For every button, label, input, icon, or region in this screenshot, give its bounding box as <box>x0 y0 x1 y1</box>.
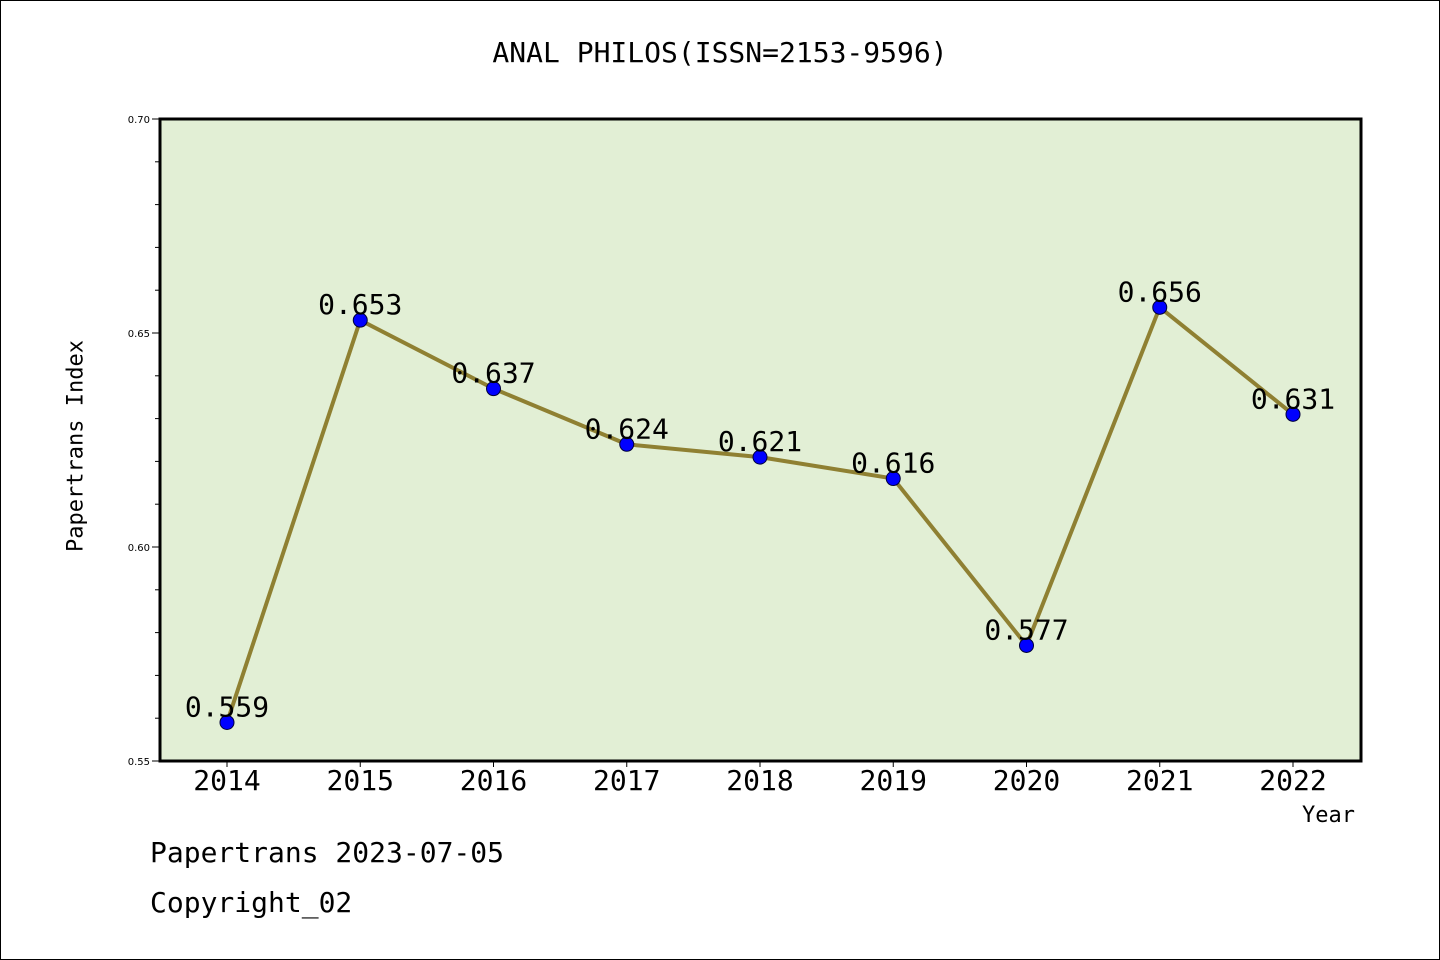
footer-date: Papertrans 2023-07-05 <box>150 836 505 869</box>
footer-copyright: Copyright_02 <box>150 886 353 919</box>
plot-area <box>160 119 1361 761</box>
x-tick-label: 2018 <box>726 764 793 797</box>
x-tick-label: 2020 <box>993 764 1060 797</box>
data-label: 0.637 <box>451 357 535 390</box>
y-tick-label: 0.60 <box>128 543 150 554</box>
data-point <box>352 312 368 328</box>
x-tick-label: 2022 <box>1259 764 1326 797</box>
data-label: 0.631 <box>1251 382 1335 415</box>
x-axis-label: Year <box>1302 803 1355 828</box>
data-point <box>486 381 501 397</box>
data-point <box>1285 406 1301 422</box>
data-point <box>619 436 635 452</box>
y-tick-label: 0.65 <box>128 329 150 340</box>
data-label: 0.656 <box>1118 275 1202 308</box>
x-tick-label: 2016 <box>460 764 527 797</box>
data-label: 0.616 <box>851 447 935 480</box>
x-tick-label: 2014 <box>193 764 260 797</box>
data-point <box>752 449 768 465</box>
data-label: 0.624 <box>585 412 669 445</box>
data-point <box>219 714 235 730</box>
data-label: 0.653 <box>318 288 402 321</box>
x-tick-label: 2017 <box>593 764 660 797</box>
data-label: 0.577 <box>984 613 1068 646</box>
chart-title: ANAL PHILOS(ISSN=2153-9596) <box>492 36 948 69</box>
x-tick-label: 2015 <box>327 764 394 797</box>
y-tick-label: 0.70 <box>128 115 150 126</box>
data-label: 0.559 <box>185 690 269 723</box>
plot-border <box>158 117 1363 763</box>
data-label: 0.621 <box>718 425 802 458</box>
y-tick-label: 0.55 <box>128 757 150 768</box>
x-tick-label: 2019 <box>860 764 927 797</box>
x-tick-label: 2021 <box>1126 764 1193 797</box>
data-point <box>1152 299 1168 315</box>
data-point <box>1019 637 1034 653</box>
data-point <box>885 471 901 487</box>
